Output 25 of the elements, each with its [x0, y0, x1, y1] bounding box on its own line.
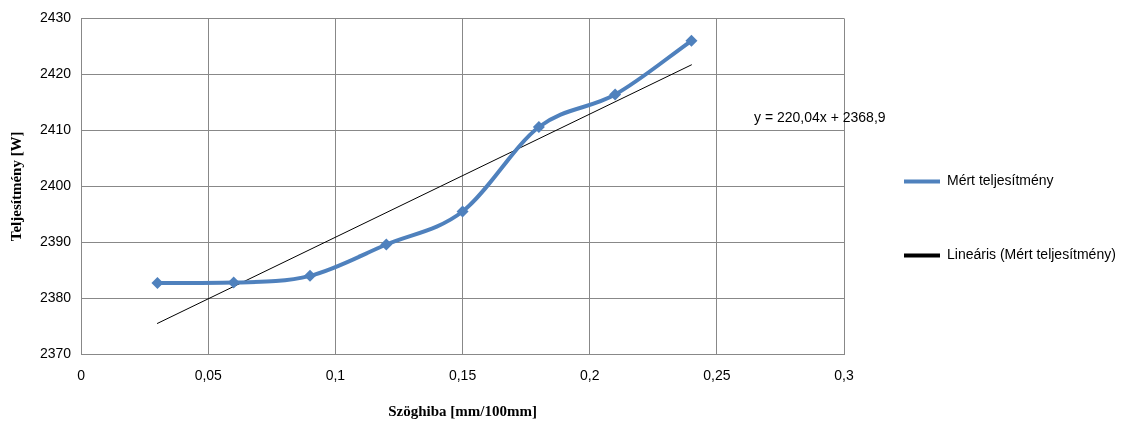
- legend-label: Mért teljesítmény: [947, 172, 1054, 189]
- y-tick-label: 2380: [39, 289, 72, 306]
- point: [304, 269, 316, 282]
- point: [685, 34, 698, 47]
- y-tick-label: 2410: [39, 121, 72, 138]
- y-axis-title: Teljesítmény [W]: [7, 131, 24, 242]
- point: [532, 120, 545, 133]
- point: [609, 88, 622, 101]
- x-axis-title: Szöghiba [mm/100mm]: [388, 402, 537, 419]
- x-tick-label: 0: [77, 367, 86, 384]
- x-tick-label: 0,1: [325, 367, 346, 384]
- legend-label: Lineáris (Mért teljesítmény): [947, 246, 1116, 263]
- x-tick-label: 0,3: [834, 367, 854, 384]
- y-tick-label: 2390: [39, 233, 72, 250]
- y-tick-label: 2370: [39, 345, 72, 362]
- y-tick-label: 2400: [39, 177, 72, 194]
- x-tick-label: 0,05: [194, 367, 223, 384]
- annotation: y = 220,04x + 2368,9: [754, 109, 886, 126]
- x-tick-label: 0,25: [703, 367, 731, 384]
- x-tick-label: 0,15: [448, 367, 477, 384]
- y-tick-label: 2420: [39, 65, 72, 82]
- y-tick-label: 2430: [39, 9, 72, 26]
- point: [380, 238, 393, 251]
- point: [456, 205, 469, 218]
- x-tick-label: 0,2: [579, 367, 600, 384]
